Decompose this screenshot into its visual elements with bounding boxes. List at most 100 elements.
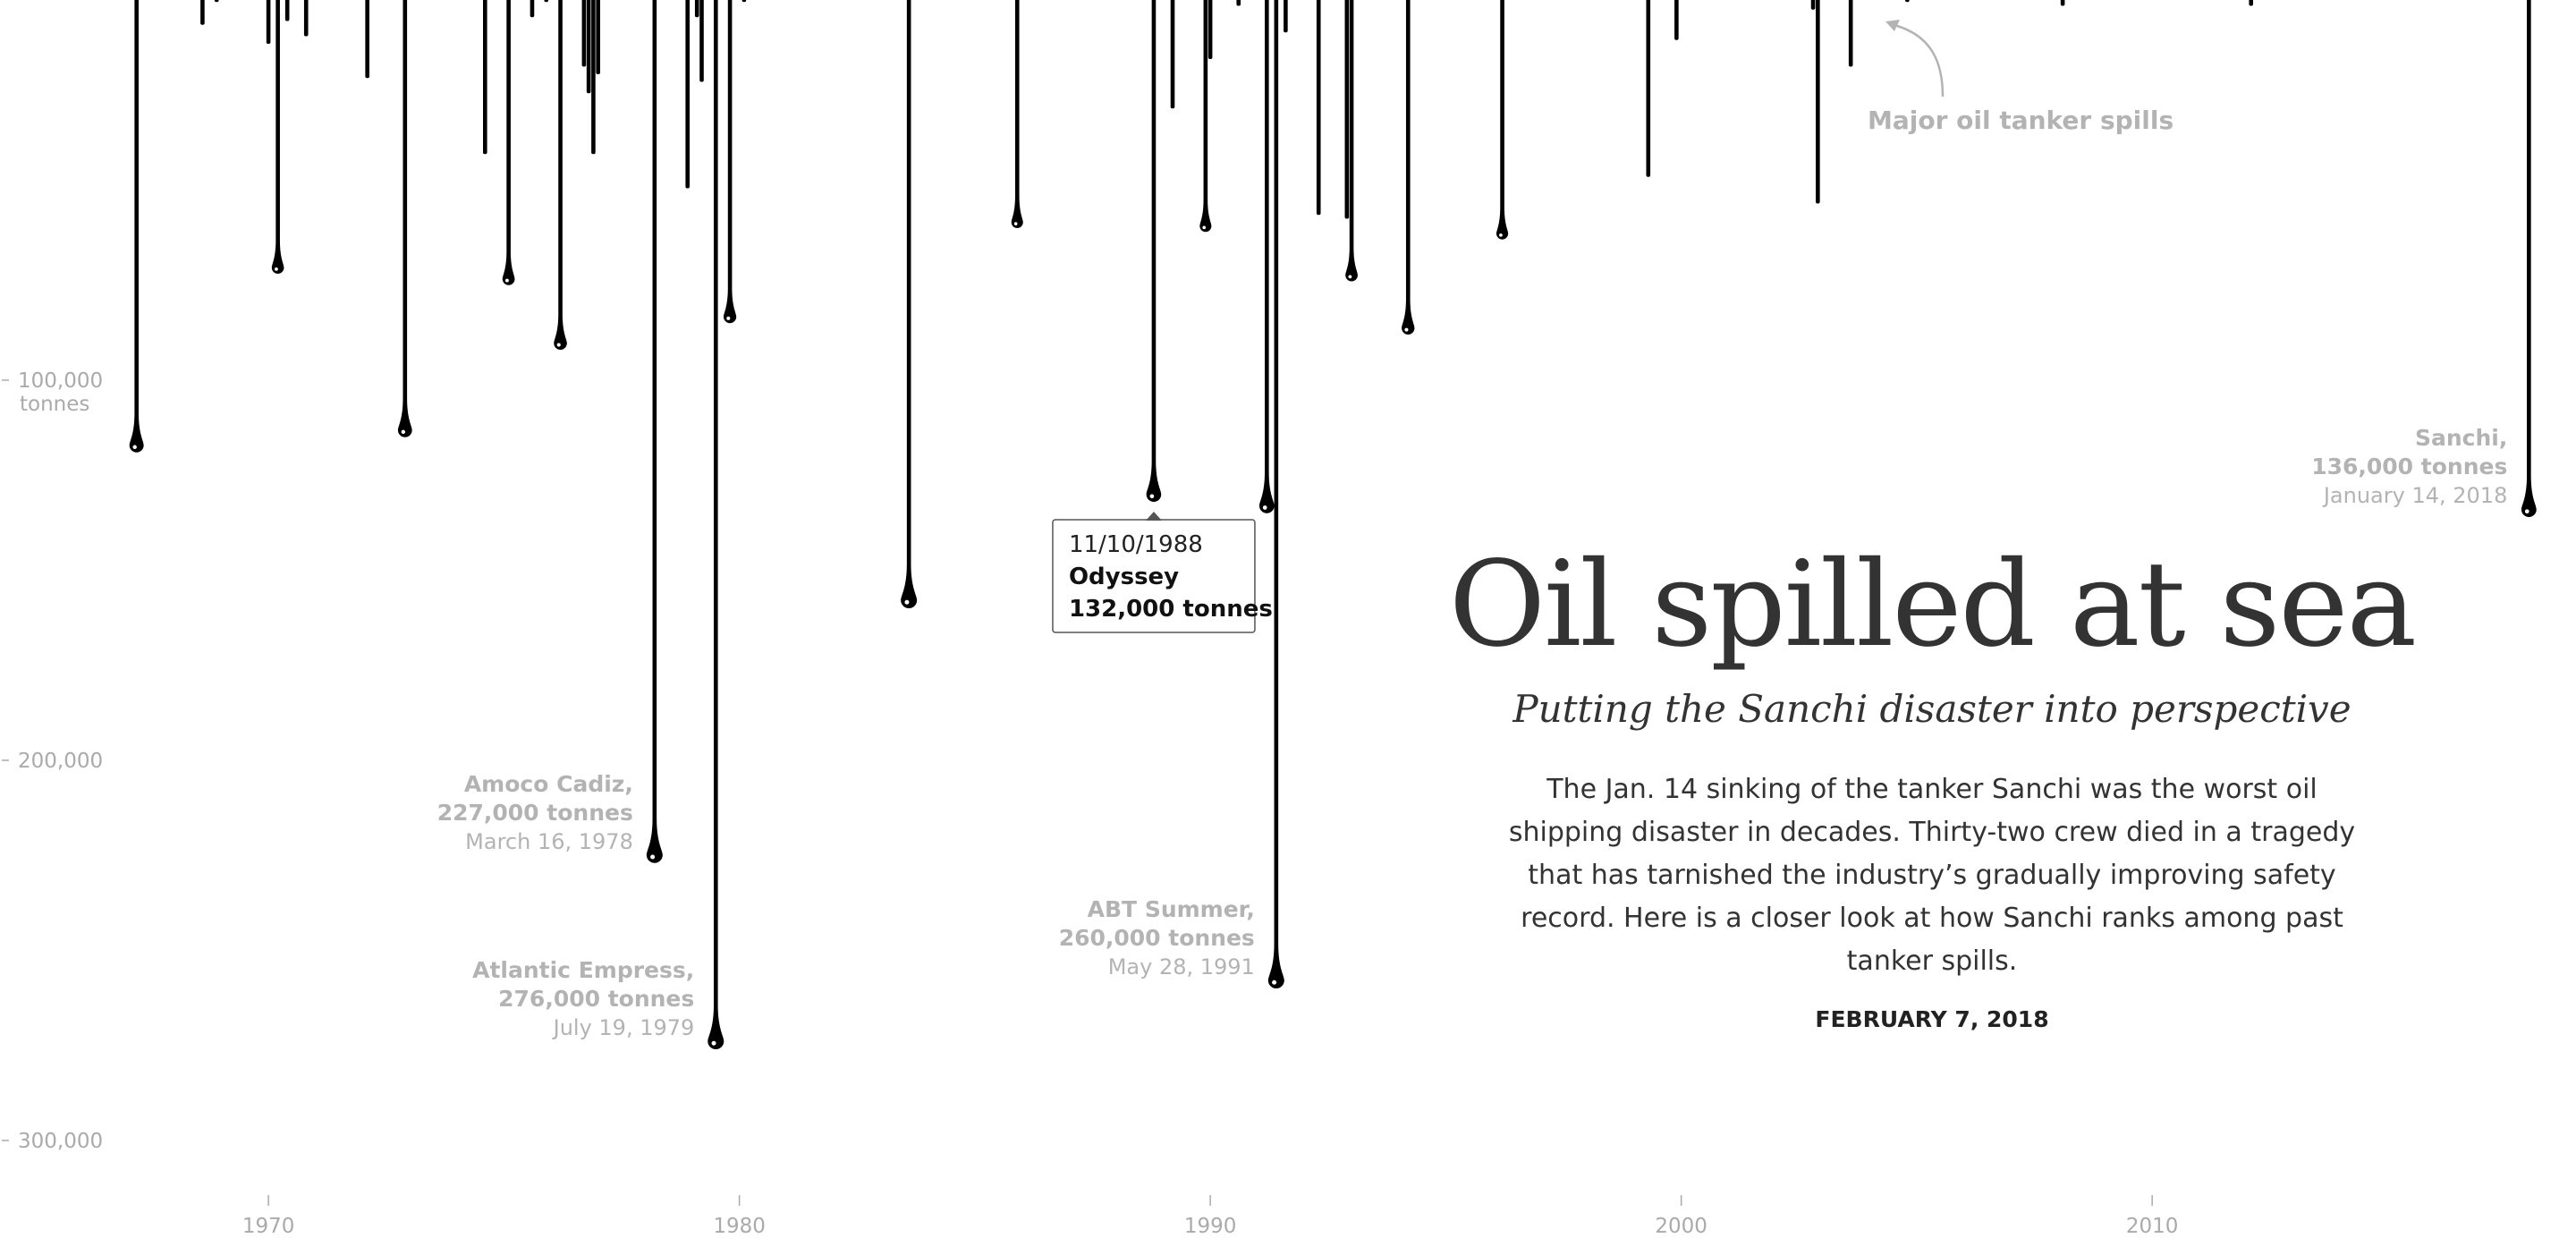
- spill-drip: [1267, 0, 1284, 988]
- spill-drip: [1258, 0, 1275, 513]
- spill-label-amount: 136,000 tonnes: [2311, 454, 2507, 479]
- spill-drip: [530, 0, 535, 18]
- x-tick-label: 1990: [1184, 1215, 1237, 1238]
- drip-drop: [502, 0, 515, 285]
- spill-label-amount: 227,000 tonnes: [437, 800, 633, 826]
- spill-label-name: Amoco Cadiz,: [464, 771, 633, 797]
- spill-drip: [2521, 0, 2537, 517]
- drip-stem: [1284, 0, 1288, 33]
- spill-drip: [200, 0, 205, 25]
- drip-drop: [1267, 0, 1284, 988]
- drip-highlight: [650, 854, 656, 860]
- callout-arrow: [1894, 23, 1945, 98]
- spill-label-date: July 19, 1979: [552, 1015, 695, 1040]
- headline-block: Oil spilled at sea Putting the Sanchi di…: [1413, 546, 2451, 1032]
- drip-highlight: [726, 316, 731, 320]
- drip-drop: [1258, 0, 1275, 513]
- drip-stem: [2249, 0, 2254, 6]
- spill-drip: [483, 0, 487, 155]
- drip-stem: [1344, 0, 1350, 219]
- page-title: Oil spilled at sea: [1448, 536, 2417, 674]
- spill-drip: [1170, 0, 1175, 109]
- spill-drip: [554, 0, 567, 350]
- drip-highlight: [1499, 233, 1503, 237]
- drip-stem: [1816, 0, 1820, 204]
- spill-drip: [694, 0, 699, 18]
- spill-label-date: March 16, 1978: [465, 829, 633, 854]
- y-unit-label: tonnes: [20, 393, 89, 416]
- drip-highlight: [1202, 225, 1207, 230]
- spill-drip: [586, 0, 591, 94]
- spill-drip: [901, 0, 918, 608]
- tooltip-amount: 132,000 tonnes: [1069, 596, 1273, 623]
- drip-drop: [1496, 0, 1509, 240]
- drip-drop: [646, 0, 663, 863]
- spill-drip: [1816, 0, 1820, 204]
- drip-drop: [708, 0, 724, 1049]
- drip-stem: [581, 0, 587, 67]
- drip-stem: [1170, 0, 1175, 109]
- drip-stem: [591, 0, 596, 155]
- drip-stem: [284, 0, 290, 21]
- spill-label-amount: 260,000 tonnes: [1059, 925, 1255, 951]
- drip-stem: [1316, 0, 1321, 216]
- spill-drip: [2249, 0, 2254, 6]
- drip-drop: [1199, 0, 1212, 233]
- spill-drips: [129, 0, 2537, 1049]
- y-tick-label: 200,000: [18, 750, 103, 773]
- spill-drip: [723, 0, 737, 324]
- callout-arrowhead: [1885, 20, 1900, 31]
- drip-stem: [1646, 0, 1651, 177]
- drip-drop: [554, 0, 567, 350]
- spill-drip: [1208, 0, 1213, 59]
- spill-label-date: January 14, 2018: [2322, 483, 2508, 508]
- spill-labels: Amoco Cadiz, 227,000 tonnes March 16, 1978…: [437, 425, 2508, 1040]
- callout-label: Major oil tanker spills: [1868, 106, 2174, 135]
- series-callout: Major oil tanker spills: [1868, 20, 2174, 135]
- spill-drip: [708, 0, 724, 1049]
- x-axis: 1970 1980 1990 2000 2010: [242, 1195, 2178, 1238]
- drip-drop: [1402, 0, 1415, 335]
- drip-stem: [303, 0, 309, 37]
- spill-drip: [129, 0, 144, 453]
- tooltip-name: Odyssey: [1069, 564, 1179, 590]
- drip-stem: [1848, 0, 1853, 67]
- drip-drop: [129, 0, 144, 453]
- spill-drip: [1199, 0, 1212, 233]
- tooltip-box: 11/10/1988 Odyssey 132,000 tonnes: [1052, 512, 1273, 633]
- spill-label-amount: 276,000 tonnes: [498, 986, 694, 1012]
- spill-drip: [284, 0, 290, 21]
- tooltip-pointer: [1145, 512, 1162, 521]
- spill-drip: [581, 0, 587, 67]
- drip-highlight: [1272, 979, 1277, 985]
- drip-drop: [901, 0, 918, 608]
- spill-drip: [365, 0, 369, 79]
- drip-stem: [214, 0, 219, 3]
- drip-drop: [1345, 0, 1358, 282]
- spill-drip: [1496, 0, 1509, 240]
- drip-highlight: [1262, 505, 1267, 510]
- drip-highlight: [711, 1040, 716, 1046]
- drip-stem: [530, 0, 535, 18]
- drip-drop: [1011, 0, 1023, 228]
- drip-highlight: [2524, 509, 2529, 514]
- publication-date: FEBRUARY 7, 2018: [1815, 1006, 2049, 1032]
- drip-stem: [200, 0, 205, 25]
- drip-highlight: [1149, 494, 1155, 499]
- drip-stem: [685, 0, 691, 189]
- drip-highlight: [1348, 275, 1352, 279]
- spill-drip: [303, 0, 309, 37]
- spill-label-date: May 28, 1991: [1108, 954, 1255, 979]
- spill-label: Sanchi, 136,000 tonnes January 14, 2018: [2311, 425, 2507, 508]
- drip-highlight: [1404, 327, 1409, 332]
- spill-drip: [1905, 0, 1910, 3]
- drip-highlight: [904, 599, 910, 605]
- drip-stem: [1674, 0, 1679, 40]
- drip-highlight: [556, 343, 561, 347]
- intro-paragraph: The Jan. 14 sinking of the tanker Sanchi…: [1508, 774, 2356, 977]
- spill-label-name: ABT Summer,: [1088, 896, 1255, 922]
- spill-drip: [1848, 0, 1853, 67]
- spill-drip: [214, 0, 219, 3]
- drip-stem: [1905, 0, 1910, 3]
- drip-stem: [699, 0, 704, 82]
